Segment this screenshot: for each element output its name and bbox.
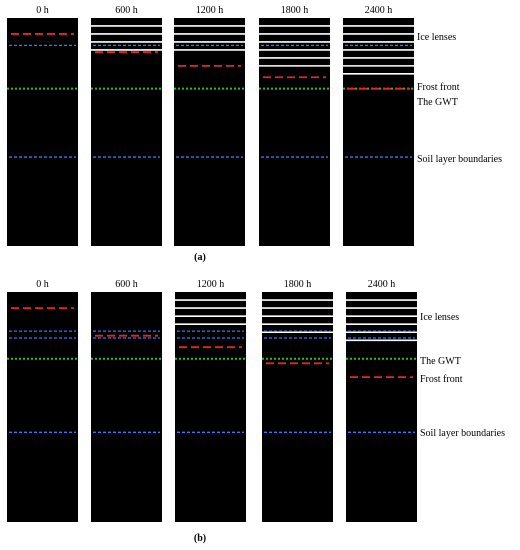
time-label: 2400 h — [365, 5, 393, 16]
panel-b: 0 h 600 h 1200 h 1800 h 2400 h Ice lenses The … — [7, 279, 505, 544]
soil-column — [346, 292, 417, 522]
time-column-3: 1800 h — [262, 279, 333, 522]
time-column-3: 1800 h — [259, 5, 330, 246]
soil-label: Soil layer boundaries — [420, 428, 505, 439]
time-column-0: 0 h — [7, 279, 78, 522]
time-column-2: 1200 h — [174, 5, 245, 246]
time-column-4: 2400 h — [343, 5, 414, 246]
time-column-1: 600 h — [91, 5, 162, 246]
time-label: 0 h — [36, 279, 49, 290]
panel-caption: (a) — [194, 252, 206, 263]
soil-column — [175, 292, 246, 522]
time-label: 0 h — [36, 5, 49, 16]
soil-label: Soil layer boundaries — [417, 154, 502, 165]
frost-label: Frost front — [417, 82, 460, 93]
soil-column — [259, 18, 330, 246]
time-column-1: 600 h — [91, 279, 162, 522]
soil-column — [174, 18, 245, 246]
time-label: 600 h — [115, 5, 138, 16]
soil-column — [91, 292, 162, 522]
gwt-label: The GWT — [420, 356, 461, 367]
frost-label: Frost front — [420, 374, 463, 385]
time-label: 1200 h — [197, 279, 225, 290]
soil-column — [262, 292, 333, 522]
gwt-label: The GWT — [417, 97, 458, 108]
time-label: 1800 h — [284, 279, 312, 290]
time-label: 2400 h — [368, 279, 396, 290]
ice-label: Ice lenses — [420, 312, 459, 323]
ice-label: Ice lenses — [417, 32, 456, 43]
panel-a: 0 h 600 h 1200 h 1800 h 2400 h Ice lenses Fros… — [7, 5, 502, 263]
soil-column — [343, 18, 414, 246]
soil-column — [7, 292, 78, 522]
time-label: 600 h — [115, 279, 138, 290]
soil-column — [7, 18, 78, 246]
soil-column — [91, 18, 162, 246]
time-label: 1800 h — [281, 5, 309, 16]
time-column-0: 0 h — [7, 5, 78, 246]
panel-caption: (b) — [194, 533, 206, 544]
time-column-4: 2400 h — [346, 279, 417, 522]
time-column-2: 1200 h — [175, 279, 246, 522]
time-label: 1200 h — [196, 5, 224, 16]
